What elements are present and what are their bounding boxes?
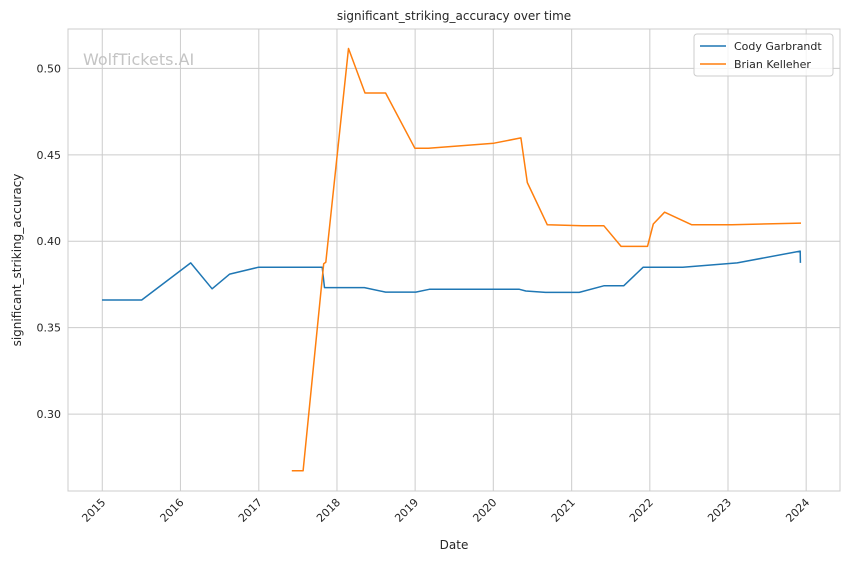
x-axis-label: Date bbox=[440, 538, 469, 552]
legend: Cody Garbrandt Brian Kelleher bbox=[693, 33, 834, 77]
watermark: WolfTickets.AI bbox=[83, 50, 194, 69]
plot-frame bbox=[67, 28, 841, 492]
y-tick-label-0.50: 0.50 bbox=[37, 62, 62, 75]
y-tick-label-0.30: 0.30 bbox=[37, 408, 62, 421]
series-line-brian-kelleher bbox=[291, 47, 802, 472]
y-tick-label-0.40: 0.40 bbox=[37, 235, 62, 248]
series-lines bbox=[102, 47, 802, 472]
series-line-cody-garbrandt bbox=[102, 250, 802, 301]
legend-label-cody-garbrandt: Cody Garbrandt bbox=[734, 40, 822, 53]
y-axis-label: significant_striking_accuracy bbox=[10, 174, 24, 347]
chart-title: significant_striking_accuracy over time bbox=[337, 9, 571, 23]
legend-box bbox=[693, 33, 834, 77]
y-tick-labels: 0.30 0.35 0.40 0.45 0.50 bbox=[37, 62, 62, 421]
y-tick-label-0.35: 0.35 bbox=[37, 322, 62, 335]
legend-label-brian-kelleher: Brian Kelleher bbox=[734, 58, 811, 71]
y-tick-label-0.45: 0.45 bbox=[37, 149, 62, 162]
